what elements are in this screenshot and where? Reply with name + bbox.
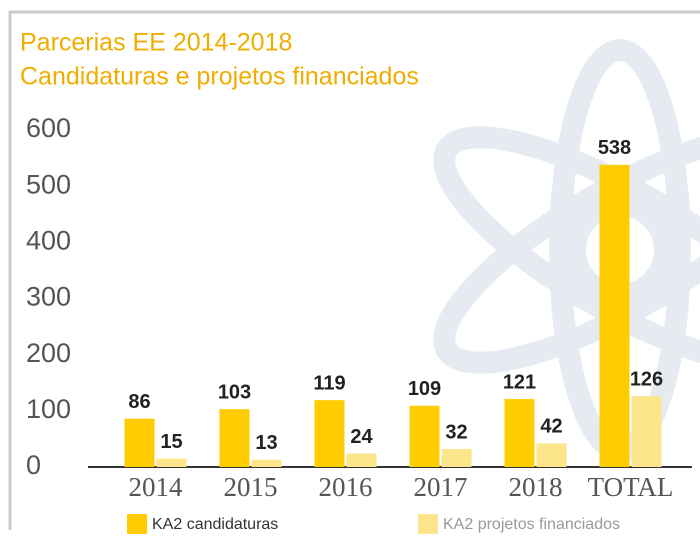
x-tick-label: 2016 (319, 472, 373, 502)
bar (314, 400, 345, 467)
value-label: 32 (445, 421, 467, 443)
y-tick-label: 500 (26, 169, 71, 199)
bar (631, 396, 662, 467)
y-tick-label: 0 (26, 450, 41, 480)
chart-title: Parcerias EE 2014-2018 (20, 29, 292, 57)
bar (599, 164, 630, 467)
x-tick-label: 2018 (509, 472, 563, 502)
bar (124, 418, 155, 467)
y-tick-label: 600 (26, 113, 71, 143)
bar (251, 459, 282, 467)
legend-label: KA2 projetos financiados (443, 516, 620, 533)
value-label: 24 (350, 426, 373, 448)
bar (156, 458, 187, 467)
bar (219, 409, 250, 467)
bar (409, 405, 440, 467)
bar (346, 453, 377, 467)
value-label: 119 (313, 372, 345, 394)
frame (8, 10, 700, 530)
chart-subtitle: Candidaturas e projetos financiados (20, 63, 419, 91)
value-label: 109 (408, 378, 441, 400)
value-label: 103 (218, 381, 251, 403)
legend-label: KA2 candidaturas (152, 516, 278, 533)
legend-swatch (418, 514, 438, 534)
value-label: 13 (255, 432, 277, 454)
y-tick-label: 100 (26, 394, 71, 424)
value-label: 86 (128, 391, 150, 413)
x-tick-label: 2015 (224, 472, 278, 502)
x-tick-label: 2014 (129, 472, 184, 502)
value-label: 126 (630, 369, 663, 391)
x-tick-label: TOTAL (588, 472, 674, 502)
legend-swatch (127, 514, 147, 534)
value-label: 121 (503, 371, 536, 393)
x-tick-label: 2017 (414, 472, 468, 502)
y-tick-label: 400 (26, 225, 71, 255)
bar (441, 449, 472, 467)
y-tick-label: 300 (26, 282, 71, 312)
y-tick-label: 200 (26, 338, 71, 368)
bar (504, 399, 535, 467)
bar (536, 443, 567, 467)
value-label: 538 (598, 137, 631, 159)
value-label: 15 (160, 431, 182, 453)
value-label: 42 (540, 416, 562, 438)
